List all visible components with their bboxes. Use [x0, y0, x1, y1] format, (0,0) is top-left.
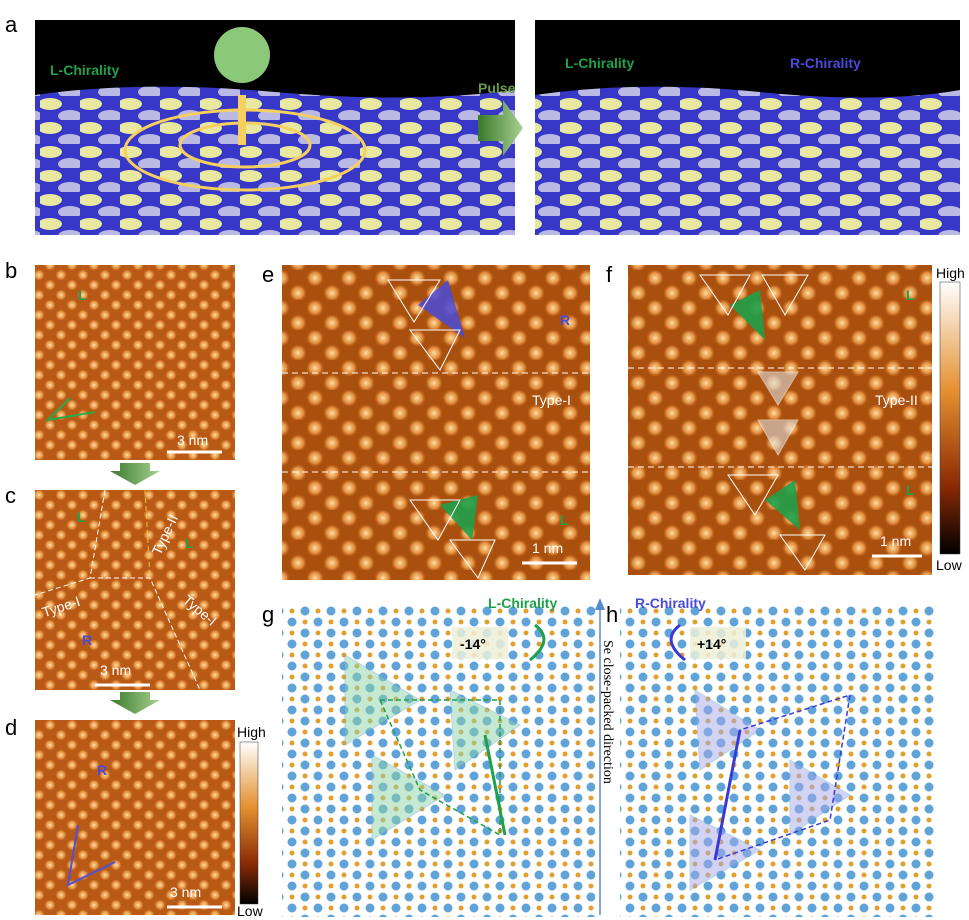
chirality-label: R-Chirality — [790, 55, 861, 71]
panel-d: d R 3 nm High Low — [5, 715, 266, 919]
panel-label: h — [606, 602, 618, 627]
domain-label: R — [560, 312, 570, 328]
direction-axis: Se close-packed direction — [595, 598, 615, 915]
panel-g: g L-Chirality -14° — [262, 595, 595, 917]
pulse-label: Pulse — [478, 80, 516, 96]
boundary-label: Type-I — [532, 392, 571, 408]
panel-label: a — [5, 12, 18, 37]
chirality-label: L-Chirality — [565, 55, 634, 71]
boundary-label: Type-II — [875, 392, 918, 408]
chirality-label: L-Chirality — [488, 595, 557, 611]
domain-label: R — [97, 762, 107, 778]
scale-label: 1 nm — [532, 540, 563, 556]
panel-f: f L Type-II L 1 nm High Low — [606, 262, 965, 575]
panel-label: e — [262, 262, 274, 287]
chirality-label: R-Chirality — [635, 595, 706, 611]
angle-label: +14° — [697, 636, 726, 652]
panel-label: f — [606, 262, 613, 287]
angle-label: -14° — [460, 636, 486, 652]
panel-label: d — [5, 715, 17, 740]
panel-c: c L Type-II L Type-I Type-I R 3 nm — [5, 483, 235, 714]
scale-label: 3 nm — [100, 662, 131, 678]
domain-label: R — [82, 632, 92, 648]
scale-label: 3 nm — [177, 432, 208, 448]
panel-e: e R Type-I L 1 nm — [262, 262, 590, 580]
panel-label: c — [5, 483, 16, 508]
domain-label: L — [560, 512, 569, 528]
panel-b: b L 3 nm — [5, 258, 235, 485]
domain-label: L — [906, 287, 915, 303]
domain-label: L — [78, 287, 87, 303]
panel-label: b — [5, 258, 17, 283]
colorbar-label: High — [237, 724, 266, 740]
scale-label: 1 nm — [880, 533, 911, 549]
colorbar-label: Low — [237, 903, 264, 919]
scale-label: 3 nm — [170, 884, 201, 900]
colorbar-label: Low — [936, 557, 963, 573]
domain-label: L — [77, 509, 86, 525]
domain-label: L — [185, 535, 194, 551]
axis-label: Se close-packed direction — [600, 640, 615, 784]
chirality-label: L-Chirality — [50, 62, 119, 78]
domain-label: L — [906, 482, 915, 498]
colorbar-label: High — [936, 265, 965, 281]
panel-a: a L-Chirality Pulse L-Chirality R-Chiral… — [5, 12, 960, 236]
panel-label: g — [262, 602, 274, 627]
panel-h: h R-Chirality +14° — [606, 595, 935, 917]
